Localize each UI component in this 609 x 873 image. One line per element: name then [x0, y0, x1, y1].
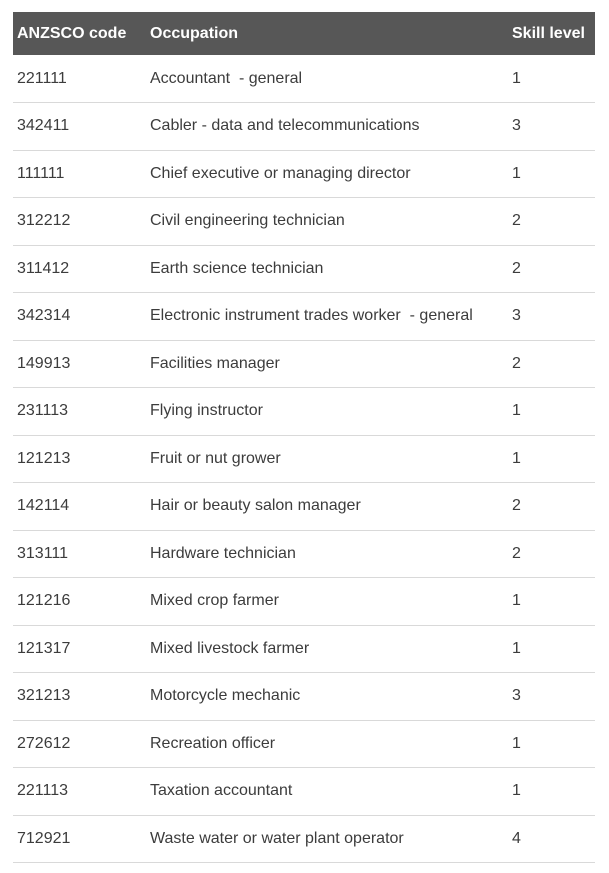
anzsco-code-cell: 312212: [13, 197, 146, 246]
skill-level-cell: 2: [508, 530, 595, 578]
anzsco-code-cell: 311412: [13, 245, 146, 293]
table-row: 121213 Fruit or nut grower 1: [13, 435, 595, 483]
table-header-row: ANZSCO code Occupation Skill level: [13, 12, 595, 55]
occupation-cell: Taxation accountant: [146, 767, 508, 816]
anzsco-code-cell: 121213: [13, 435, 146, 483]
table-row: 312212 Civil engineering technician 2: [13, 197, 595, 246]
skill-level-cell: 2: [508, 245, 595, 293]
occupation-cell: Cabler - data and telecommunications: [146, 102, 508, 151]
column-header-anzsco-code: ANZSCO code: [13, 12, 146, 55]
table-row: 221111 Accountant - general 1: [13, 55, 595, 103]
skill-level-cell: 4: [508, 815, 595, 863]
anzsco-code-cell: 342411: [13, 102, 146, 151]
anzsco-code-cell: 121317: [13, 625, 146, 673]
table-row: 149913 Facilities manager 2: [13, 340, 595, 388]
skill-level-cell: 1: [508, 387, 595, 436]
skill-level-cell: 1: [508, 767, 595, 816]
table-row: 311412 Earth science technician 2: [13, 245, 595, 293]
anzsco-code-cell: 231113: [13, 387, 146, 436]
occupation-cell: Facilities manager: [146, 340, 508, 388]
skill-level-cell: 1: [508, 435, 595, 483]
table-row: 712921 Waste water or water plant operat…: [13, 815, 595, 863]
occupation-cell: Motorcycle mechanic: [146, 672, 508, 721]
table-row: 342314 Electronic instrument trades work…: [13, 292, 595, 341]
occupation-cell: Hardware technician: [146, 530, 508, 578]
anzsco-code-cell: 313111: [13, 530, 146, 578]
table-row: 121317 Mixed livestock farmer 1: [13, 625, 595, 673]
table-row: 272612 Recreation officer 1: [13, 720, 595, 768]
anzsco-occupation-table: ANZSCO code Occupation Skill level 22111…: [13, 12, 595, 863]
table-row: 321213 Motorcycle mechanic 3: [13, 672, 595, 721]
occupation-cell: Recreation officer: [146, 720, 508, 768]
skill-level-cell: 3: [508, 672, 595, 721]
anzsco-code-cell: 221111: [13, 55, 146, 103]
table-row: 221113 Taxation accountant 1: [13, 767, 595, 816]
column-header-occupation: Occupation: [146, 12, 508, 55]
skill-level-cell: 1: [508, 720, 595, 768]
anzsco-code-cell: 221113: [13, 767, 146, 816]
occupation-cell: Flying instructor: [146, 387, 508, 436]
anzsco-code-cell: 321213: [13, 672, 146, 721]
skill-level-cell: 2: [508, 340, 595, 388]
occupation-cell: Chief executive or managing director: [146, 150, 508, 198]
table-row: 111111 Chief executive or managing direc…: [13, 150, 595, 198]
skill-level-cell: 1: [508, 150, 595, 198]
occupation-cell: Waste water or water plant operator: [146, 815, 508, 863]
anzsco-code-cell: 142114: [13, 482, 146, 531]
anzsco-code-cell: 121216: [13, 577, 146, 626]
anzsco-code-cell: 712921: [13, 815, 146, 863]
occupation-cell: Fruit or nut grower: [146, 435, 508, 483]
occupation-cell: Mixed crop farmer: [146, 577, 508, 626]
table-row: 231113 Flying instructor 1: [13, 387, 595, 436]
table-row: 142114 Hair or beauty salon manager 2: [13, 482, 595, 531]
anzsco-code-cell: 149913: [13, 340, 146, 388]
skill-level-cell: 1: [508, 625, 595, 673]
skill-level-cell: 3: [508, 102, 595, 151]
skill-level-cell: 2: [508, 482, 595, 531]
anzsco-code-cell: 272612: [13, 720, 146, 768]
skill-level-cell: 1: [508, 55, 595, 103]
anzsco-code-cell: 342314: [13, 292, 146, 341]
occupation-cell: Earth science technician: [146, 245, 508, 293]
column-header-skill-level: Skill level: [508, 12, 595, 55]
table-body: 221111 Accountant - general 1 342411 Cab…: [13, 55, 595, 863]
table-row: 121216 Mixed crop farmer 1: [13, 577, 595, 626]
skill-level-cell: 1: [508, 577, 595, 626]
occupation-cell: Mixed livestock farmer: [146, 625, 508, 673]
table-row: 313111 Hardware technician 2: [13, 530, 595, 578]
anzsco-code-cell: 111111: [13, 150, 146, 198]
skill-level-cell: 2: [508, 197, 595, 246]
occupation-cell: Civil engineering technician: [146, 197, 508, 246]
skill-level-cell: 3: [508, 292, 595, 341]
occupation-cell: Hair or beauty salon manager: [146, 482, 508, 531]
occupation-cell: Accountant - general: [146, 55, 508, 103]
table-row: 342411 Cabler - data and telecommunicati…: [13, 102, 595, 151]
occupation-cell: Electronic instrument trades worker - ge…: [146, 292, 508, 341]
